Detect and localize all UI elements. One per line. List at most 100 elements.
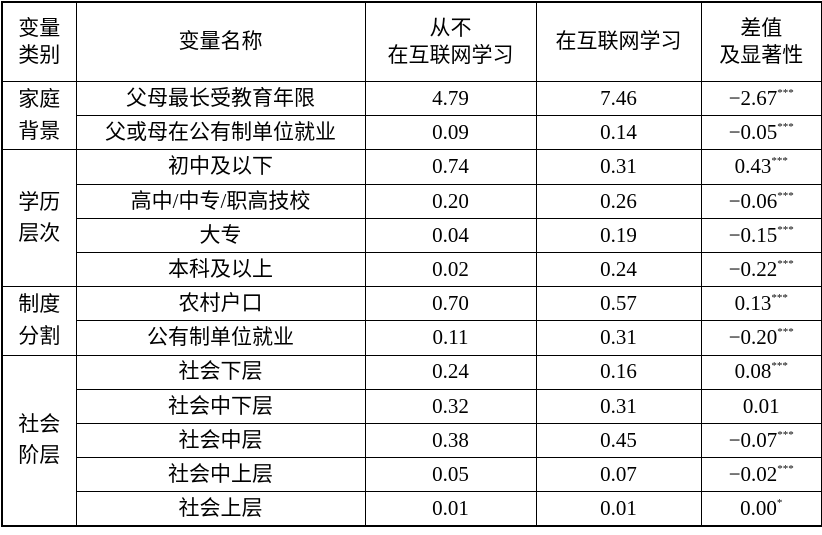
value-cell: 0.11 xyxy=(364,320,537,356)
significance: *** xyxy=(777,223,794,236)
table-body: 家庭 背景 父母最长受教育年限 4.79 7.46 −2.67*** 父或母在公有制单位就… xyxy=(1,80,822,527)
table-row: 高中/中专/职高技校 0.20 0.26 −0.06*** xyxy=(2,183,822,219)
diff-cell: −2.67*** xyxy=(700,80,822,117)
value-cell: 0.31 xyxy=(535,149,702,185)
diff-cell: −0.15*** xyxy=(700,217,822,253)
table-row: 父或母在公有制单位就业 0.09 0.14 −0.05*** xyxy=(2,115,822,151)
variable-name: 本科及以上 xyxy=(75,251,366,288)
variable-name: 初中及以下 xyxy=(75,149,366,185)
value-cell: 0.32 xyxy=(364,388,537,424)
table-row: 社会 阶层 社会下层 0.24 0.16 0.08*** xyxy=(1,354,822,527)
value-cell: 0.01 xyxy=(364,491,537,527)
significance: *** xyxy=(777,189,794,202)
value-cell: 0.26 xyxy=(535,183,702,219)
value-cell: 0.14 xyxy=(535,115,702,151)
header-cell: 在互联网学习 xyxy=(535,1,702,82)
significance: *** xyxy=(777,257,794,270)
value-cell: 0.70 xyxy=(364,286,537,322)
value-cell: 0.16 xyxy=(535,354,702,390)
header-cell: 变量名称 xyxy=(75,1,366,82)
diff-value: −0.20 xyxy=(728,325,778,350)
diff-cell: −0.02*** xyxy=(700,457,822,493)
diff-value: −0.15 xyxy=(728,222,778,247)
diff-value: 0.08 xyxy=(734,359,772,384)
value-cell: 0.09 xyxy=(364,115,537,151)
diff-cell: 0.13*** xyxy=(700,286,822,322)
diff-cell: −0.22*** xyxy=(700,251,822,288)
diff-cell: −0.20*** xyxy=(700,320,822,356)
value-cell: 0.02 xyxy=(364,251,537,288)
variable-name: 社会中下层 xyxy=(75,388,366,424)
value-cell: 0.24 xyxy=(535,251,702,288)
significance: *** xyxy=(771,155,788,168)
significance: *** xyxy=(777,326,794,339)
diff-cell: 0.43*** xyxy=(700,149,822,185)
significance: *** xyxy=(771,292,788,305)
table-row: 公有制单位就业 0.11 0.31 −0.20*** xyxy=(2,320,822,356)
group-label: 社会 阶层 xyxy=(1,354,77,527)
table-row: 社会中上层 0.05 0.07 −0.02*** xyxy=(2,457,822,493)
table-row: 制度 分割 农村户口 0.70 0.57 0.13*** xyxy=(1,286,822,356)
table-row: 家庭 背景 父母最长受教育年限 4.79 7.46 −2.67*** xyxy=(1,80,822,151)
value-cell: 0.45 xyxy=(535,422,702,459)
table-row: 社会中下层 0.32 0.31 0.01 xyxy=(2,388,822,424)
group-label: 家庭 背景 xyxy=(1,80,77,151)
group-label: 制度 分割 xyxy=(1,286,77,356)
diff-value: 0.00 xyxy=(740,496,777,521)
value-cell: 0.57 xyxy=(535,286,702,322)
variable-name: 父或母在公有制单位就业 xyxy=(75,115,366,151)
value-cell: 4.79 xyxy=(364,80,537,117)
variable-name: 公有制单位就业 xyxy=(75,320,366,356)
diff-value: 0.43 xyxy=(734,154,772,179)
variable-name: 社会中层 xyxy=(75,422,366,459)
value-cell: 0.05 xyxy=(364,457,537,493)
variable-name: 父母最长受教育年限 xyxy=(75,80,366,117)
table-row: 大专 0.04 0.19 −0.15*** xyxy=(2,217,822,253)
diff-value: −0.22 xyxy=(728,256,778,281)
significance: *** xyxy=(771,360,788,373)
value-cell: 0.19 xyxy=(535,217,702,253)
value-cell: 0.31 xyxy=(535,320,702,356)
significance: *** xyxy=(777,86,794,99)
diff-cell: −0.05*** xyxy=(700,115,822,151)
diff-cell: 0.00* xyxy=(700,491,822,527)
diff-cell: −0.07*** xyxy=(700,422,822,459)
value-cell: 0.01 xyxy=(535,491,702,527)
diff-value: 0.13 xyxy=(734,291,772,316)
diff-value: 0.01 xyxy=(742,393,780,418)
value-cell: 0.38 xyxy=(364,422,537,459)
diff-value: −0.06 xyxy=(728,188,778,213)
diff-value: −2.67 xyxy=(728,85,778,110)
value-cell: 0.04 xyxy=(364,217,537,253)
table-row: 本科及以上 0.02 0.24 −0.22*** xyxy=(2,251,822,288)
significance: *** xyxy=(777,121,794,134)
diff-value: −0.02 xyxy=(728,462,778,486)
diff-value: −0.07 xyxy=(728,427,778,452)
variable-name: 农村户口 xyxy=(75,286,366,322)
header-cell: 从不 在互联网学习 xyxy=(364,1,537,82)
significance: *** xyxy=(777,428,794,441)
variable-name: 社会下层 xyxy=(75,354,366,390)
group-label: 学历 层次 xyxy=(1,149,77,288)
value-cell: 0.24 xyxy=(364,354,537,390)
value-cell: 7.46 xyxy=(535,80,702,117)
value-cell: 0.74 xyxy=(364,149,537,185)
value-cell: 0.31 xyxy=(535,388,702,424)
diff-cell: 0.01 xyxy=(700,388,822,424)
diff-value: −0.05 xyxy=(728,120,778,145)
variable-name: 社会中上层 xyxy=(75,457,366,493)
header-row: 变量 类别 变量名称 从不 在互联网学习 在互联网学习 差值 及显著性 xyxy=(1,1,822,82)
significance: *** xyxy=(777,463,794,475)
diff-cell: −0.06*** xyxy=(700,183,822,219)
table-row: 社会上层 0.01 0.01 0.00* xyxy=(2,491,822,527)
value-cell: 0.07 xyxy=(535,457,702,493)
table-row: 学历 层次 初中及以下 0.74 0.31 0.43*** xyxy=(1,149,822,288)
header-cell: 差值 及显著性 xyxy=(700,1,822,82)
table-row: 社会中层 0.38 0.45 −0.07*** xyxy=(2,422,822,459)
variable-name: 大专 xyxy=(75,217,366,253)
diff-cell: 0.08*** xyxy=(700,354,822,390)
significance: * xyxy=(776,497,783,510)
variable-name: 社会上层 xyxy=(75,491,366,527)
